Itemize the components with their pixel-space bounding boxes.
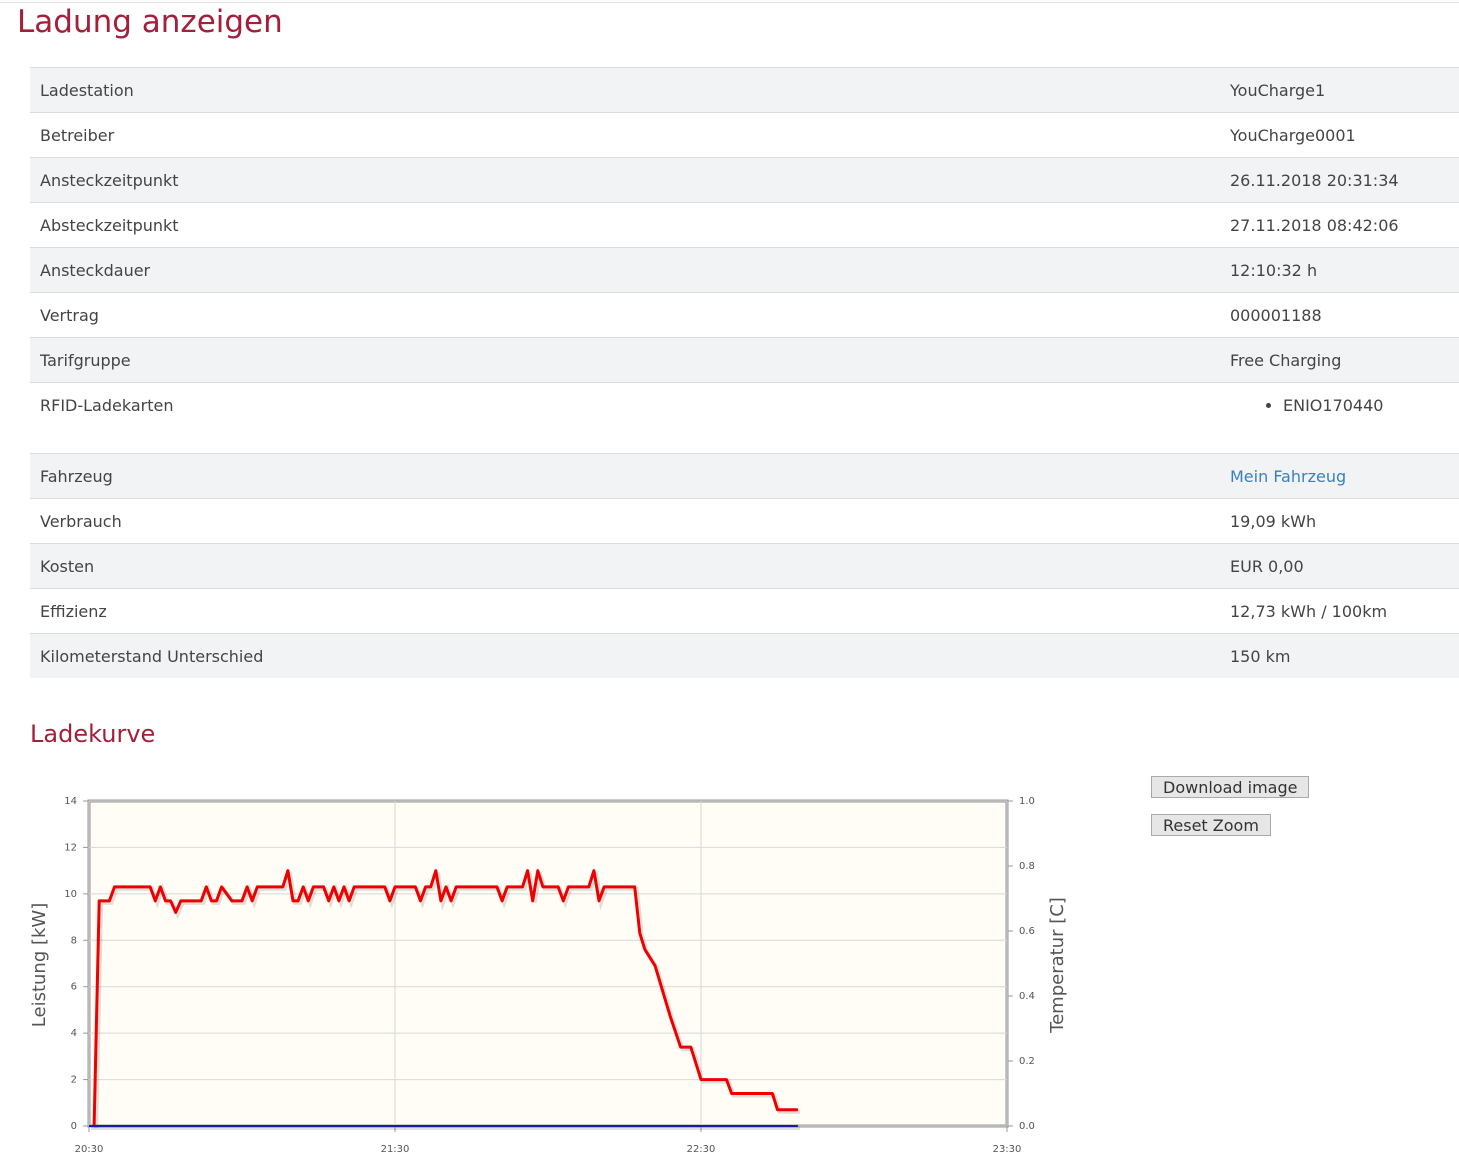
card: ENIO170440 bbox=[1283, 396, 1449, 415]
x-tick-label: 23:30 bbox=[993, 1144, 1022, 1155]
row: Absteckzeitpunkt 27.11.2018 08:42:06 bbox=[30, 202, 1459, 248]
section-title: Ladekurve bbox=[30, 720, 156, 748]
vehicle-link[interactable]: Mein Fahrzeug bbox=[1230, 466, 1347, 486]
row: Tarifgruppe Free Charging bbox=[30, 337, 1459, 383]
y-tick-label: 8 bbox=[71, 935, 77, 946]
row: Kilometerstand Unterschied 150 km bbox=[30, 633, 1459, 678]
label: Effizienz bbox=[30, 588, 1220, 634]
y-tick-label: 2 bbox=[71, 1075, 77, 1086]
y-tick-label: 10 bbox=[64, 889, 77, 900]
card-list: ENIO170440 bbox=[1230, 396, 1449, 415]
label: Ansteckzeitpunkt bbox=[30, 157, 1220, 203]
label: Vertrag bbox=[30, 292, 1220, 338]
value: 12:10:32 h bbox=[1220, 247, 1459, 293]
plot-area bbox=[87, 799, 1009, 1128]
page-title: Ladung anzeigen bbox=[17, 4, 283, 40]
label: Fahrzeug bbox=[30, 453, 1220, 499]
label: Kilometerstand Unterschied bbox=[30, 633, 1220, 678]
y2-tick-label: 0.4 bbox=[1019, 991, 1035, 1002]
row: Ansteckdauer 12:10:32 h bbox=[30, 247, 1459, 293]
value: YouCharge0001 bbox=[1220, 112, 1459, 158]
row: Kosten EUR 0,00 bbox=[30, 543, 1459, 589]
y2-tick-label: 0.2 bbox=[1019, 1056, 1035, 1067]
label: Verbrauch bbox=[30, 498, 1220, 544]
row: Effizienz 12,73 kWh / 100km bbox=[30, 588, 1459, 634]
line bbox=[92, 869, 798, 1127]
y-tick-label: 6 bbox=[71, 982, 77, 993]
x-tick-label: 21:30 bbox=[381, 1144, 410, 1155]
top-rule bbox=[0, 2, 1459, 3]
x-tick-label: 20:30 bbox=[75, 1144, 104, 1155]
y2-tick-label: 0.6 bbox=[1019, 926, 1035, 937]
value: EUR 0,00 bbox=[1220, 543, 1459, 589]
details-table: Ladestation YouCharge1 Betreiber YouCharge… bbox=[30, 67, 1459, 678]
value: Free Charging bbox=[1220, 337, 1459, 383]
label: Kosten bbox=[30, 543, 1220, 589]
y2-axis-title: Temperatur [C] bbox=[1047, 897, 1068, 1034]
reset-zoom-button[interactable]: Reset Zoom bbox=[1151, 814, 1271, 836]
label: Ladestation bbox=[30, 67, 1220, 113]
y-tick-label: 4 bbox=[71, 1028, 77, 1039]
value: 26.11.2018 20:31:34 bbox=[1220, 157, 1459, 203]
y-tick-label: 0 bbox=[71, 1121, 77, 1132]
y-tick-label: 14 bbox=[64, 796, 77, 807]
value: Mein Fahrzeug bbox=[1220, 453, 1459, 499]
row: Fahrzeug Mein Fahrzeug bbox=[30, 453, 1459, 499]
value: 19,09 kWh bbox=[1220, 498, 1459, 544]
row: Ladestation YouCharge1 bbox=[30, 67, 1459, 113]
value: ENIO170440 bbox=[1220, 382, 1459, 454]
row: Ansteckzeitpunkt 26.11.2018 20:31:34 bbox=[30, 157, 1459, 203]
chart: 0 2 4 6 8 10 12 14 0.0 0.2 0.4 0.6 0.8 1.0 20:30 21:30 2… bbox=[29, 796, 1068, 1155]
label: Absteckzeitpunkt bbox=[30, 202, 1220, 248]
x-tick-label: 22:30 bbox=[687, 1144, 716, 1155]
value: 27.11.2018 08:42:06 bbox=[1220, 202, 1459, 248]
row: Vertrag 000001188 bbox=[30, 292, 1459, 338]
y2-tick-label: 0.8 bbox=[1019, 861, 1035, 872]
row: Betreiber YouCharge0001 bbox=[30, 112, 1459, 158]
y2-tick-label: 1.0 bbox=[1019, 796, 1035, 807]
y-axis-title: Leistung [kW] bbox=[29, 903, 50, 1027]
label: Ansteckdauer bbox=[30, 247, 1220, 293]
row: RFID-Ladekarten ENIO170440 bbox=[30, 382, 1459, 454]
value: 150 km bbox=[1220, 633, 1459, 678]
label: Tarifgruppe bbox=[30, 337, 1220, 383]
value: YouCharge1 bbox=[1220, 67, 1459, 113]
row: Verbrauch 19,09 kWh bbox=[30, 498, 1459, 544]
label: Betreiber bbox=[30, 112, 1220, 158]
download-button[interactable]: Download image bbox=[1151, 776, 1310, 798]
value: 12,73 kWh / 100km bbox=[1220, 588, 1459, 634]
label: RFID-Ladekarten bbox=[30, 382, 1220, 454]
y2-tick-label: 0.0 bbox=[1019, 1121, 1035, 1132]
value: 000001188 bbox=[1220, 292, 1459, 338]
y-tick-label: 12 bbox=[64, 842, 77, 853]
